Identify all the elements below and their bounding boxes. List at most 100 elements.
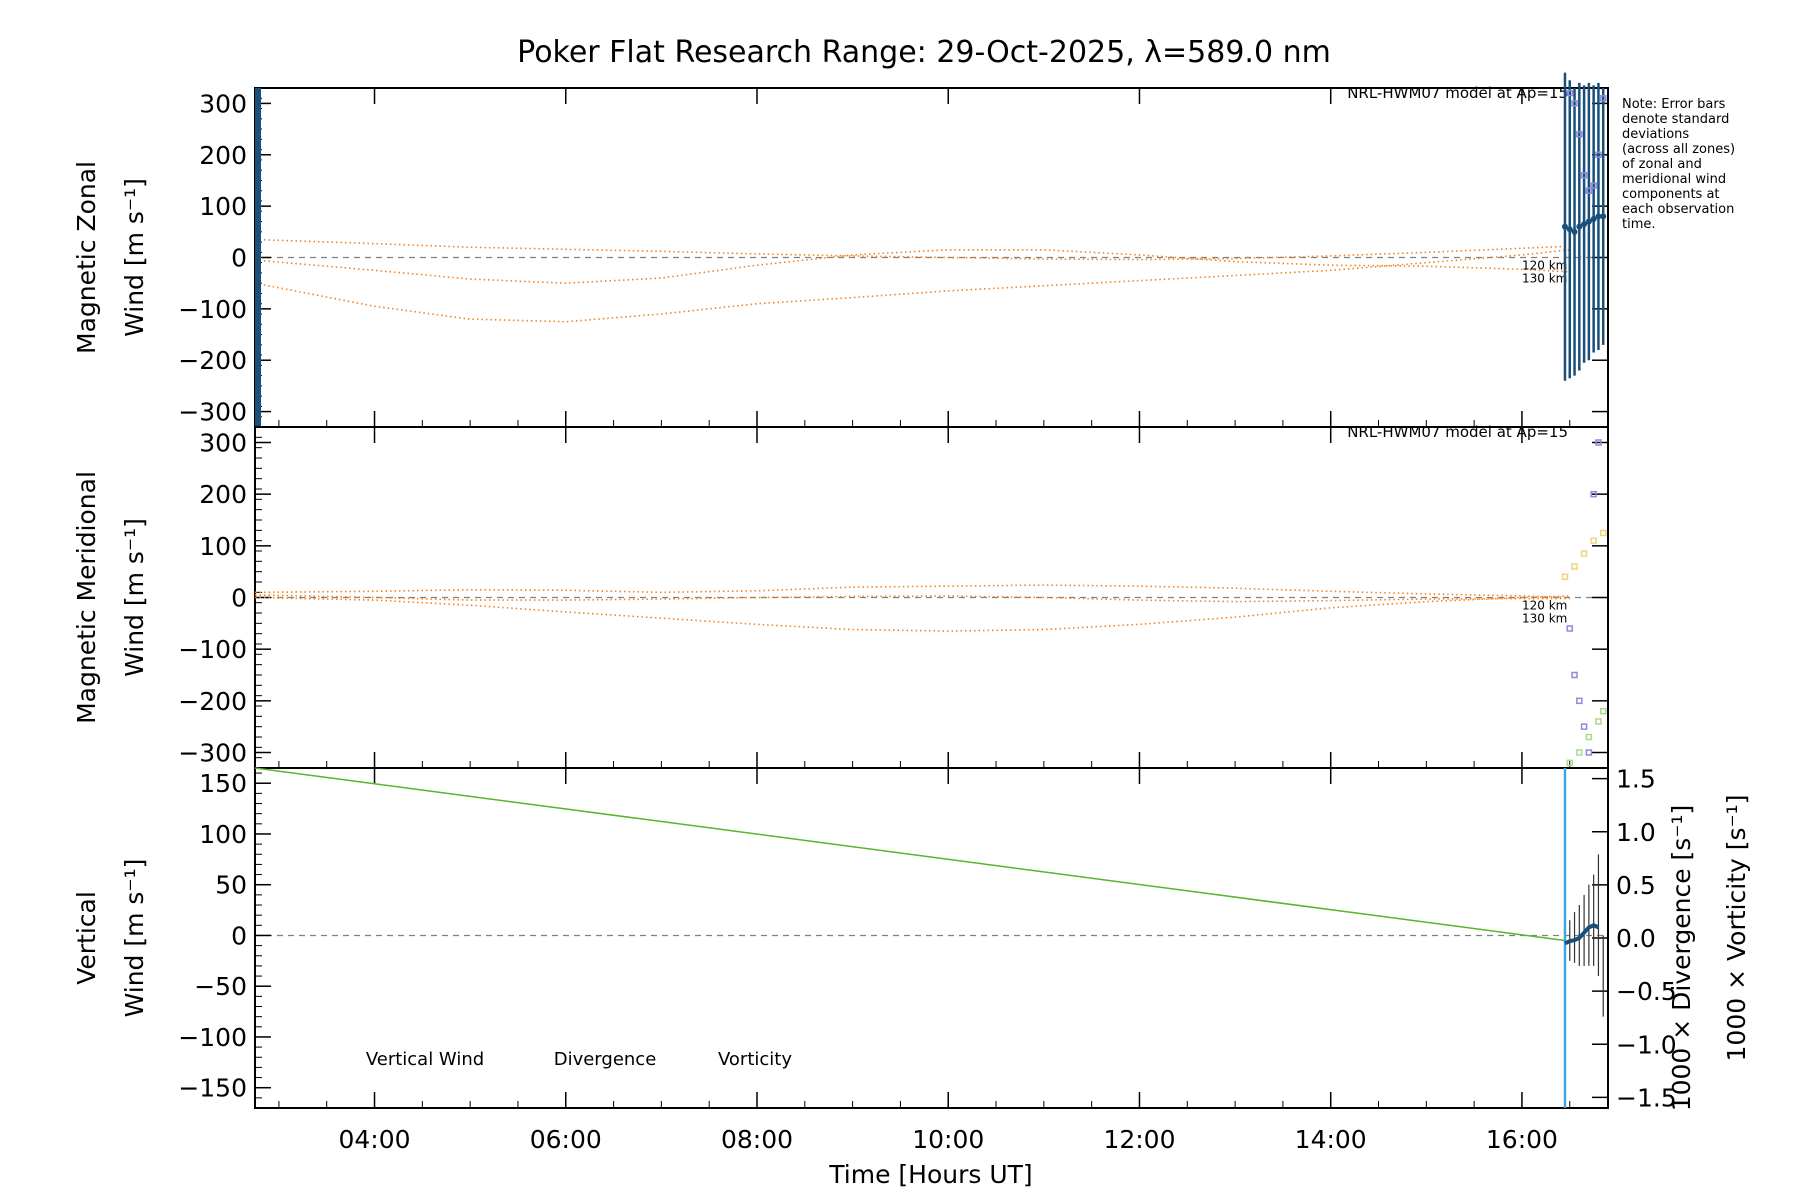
y2-tick-label: 0.0 xyxy=(1616,924,1656,953)
y-axis-label: Magnetic Meridional xyxy=(72,471,101,724)
note-line: Note: Error bars xyxy=(1622,97,1726,112)
y-tick-label: 50 xyxy=(215,871,247,900)
scatter-point xyxy=(1590,537,1597,544)
y-tick-label: 200 xyxy=(199,480,247,509)
x-tick-label: 04:00 xyxy=(338,1125,410,1154)
scatter-point xyxy=(1571,100,1578,107)
scatter-point xyxy=(1590,182,1597,189)
error-bar-note: Note: Error bars denote standard deviation… xyxy=(1622,97,1787,232)
x-tick-label: 10:00 xyxy=(912,1125,984,1154)
model-series-line xyxy=(254,595,1570,632)
y2-tick-label: 0.5 xyxy=(1616,871,1656,900)
x-tick-label: 06:00 xyxy=(530,1125,602,1154)
note-line: of zonal and xyxy=(1622,157,1702,172)
y-tick-label: 100 xyxy=(199,192,247,221)
altitude-label: 120 km xyxy=(1522,259,1567,273)
x-tick-label: 14:00 xyxy=(1295,1125,1367,1154)
y-tick-label: 100 xyxy=(199,820,247,849)
y-tick-label: 100 xyxy=(199,532,247,561)
note-line: denote standard xyxy=(1622,112,1730,127)
scatter-point xyxy=(1595,439,1602,446)
y-tick-label: −150 xyxy=(178,1074,247,1103)
altitude-label: 130 km xyxy=(1522,272,1567,286)
model-label: NRL-HWM07 model at Ap=15 xyxy=(1347,423,1568,441)
scatter-point xyxy=(1585,749,1593,756)
y-tick-label: −200 xyxy=(178,346,247,375)
y-axis-label: Wind [m s⁻¹] xyxy=(120,178,149,337)
y-tick-label: 150 xyxy=(199,769,247,798)
y-tick-label: 0 xyxy=(231,244,247,273)
scatter-point xyxy=(1580,172,1588,179)
altitude-label: 120 km xyxy=(1522,599,1567,613)
scatter-point xyxy=(1595,151,1602,159)
model-series-line xyxy=(254,238,1570,261)
observed-point xyxy=(1576,223,1583,230)
model-series-line xyxy=(254,248,1570,323)
note-line: (across all zones) xyxy=(1622,142,1736,157)
x-tick-label: 08:00 xyxy=(721,1125,793,1154)
note-line: meridional wind xyxy=(1622,172,1727,187)
y2-tick-label: −0.5 xyxy=(1616,977,1677,1006)
y-tick-label: −100 xyxy=(178,635,247,664)
model-series-line xyxy=(254,594,1570,603)
observed-point xyxy=(1566,226,1573,233)
y-tick-label: −50 xyxy=(194,972,247,1001)
observed-point xyxy=(1581,221,1588,228)
scatter-point xyxy=(1571,671,1578,679)
x-tick-label: 12:00 xyxy=(1103,1125,1175,1154)
observed-point xyxy=(1585,218,1592,225)
scatter-point xyxy=(1585,187,1593,194)
scatter-point xyxy=(1576,749,1583,756)
note-line: components at xyxy=(1622,187,1720,202)
legend-entry: Divergence xyxy=(554,1049,657,1070)
observed-point xyxy=(1571,228,1578,235)
observed-point xyxy=(1590,215,1597,222)
y-axis-label: Magnetic Zonal xyxy=(72,161,101,354)
chart-title: Poker Flat Research Range: 29-Oct-2025, … xyxy=(517,35,1331,70)
y-tick-label: 200 xyxy=(199,141,247,170)
scatter-point xyxy=(1599,529,1607,537)
scatter-point xyxy=(1576,130,1583,138)
y-tick-label: 0 xyxy=(231,584,247,613)
note-line: deviations xyxy=(1622,127,1690,142)
observed-point xyxy=(1595,213,1602,220)
scatter-point xyxy=(1576,697,1583,705)
altitude-label: 130 km xyxy=(1522,612,1567,626)
legend-entry: Vorticity xyxy=(718,1049,792,1070)
plot-panels: −300 −200 −100 0 100 200 300 Magnetic Zonal Wind… xyxy=(72,72,1751,1189)
y-axis-label: Wind [m s⁻¹] xyxy=(120,859,149,1018)
y-tick-label: −300 xyxy=(178,398,247,427)
scatter-point xyxy=(1580,723,1588,730)
divergence-series xyxy=(1564,923,1600,946)
scatter-point xyxy=(1580,550,1588,557)
x-tick-label: 16:00 xyxy=(1486,1125,1558,1154)
y2-tick-label: 1.5 xyxy=(1616,765,1656,794)
y-tick-label: −300 xyxy=(178,739,247,768)
y-tick-label: −100 xyxy=(178,295,247,324)
model-series-line xyxy=(254,248,1570,284)
note-line: each observation xyxy=(1622,202,1735,217)
scatter-point xyxy=(1566,625,1574,632)
scatter-point xyxy=(1599,707,1607,715)
y-axis-label: Wind [m s⁻¹] xyxy=(120,518,149,677)
y-tick-label: −100 xyxy=(178,1023,247,1052)
scatter-point xyxy=(1595,718,1602,725)
scatter-point xyxy=(1566,759,1574,767)
scatter-point xyxy=(1561,573,1569,581)
x-axis-label: Time [Hours UT] xyxy=(828,1160,1032,1189)
model-label: NRL-HWM07 model at Ap=15 xyxy=(1347,84,1568,102)
y2-axis-label-divergence: 1000 × Divergence [s⁻¹] xyxy=(1667,805,1696,1112)
y-tick-label: 300 xyxy=(199,89,247,118)
scatter-point xyxy=(1566,89,1574,97)
left-edge-bars xyxy=(255,88,261,427)
note-line: time. xyxy=(1622,217,1656,232)
y2-tick-label: 1.0 xyxy=(1616,818,1656,847)
vertical-wind-line xyxy=(254,767,1566,942)
y-tick-label: 300 xyxy=(199,429,247,458)
observed-point xyxy=(1600,213,1607,220)
scatter-point xyxy=(1590,490,1597,498)
y2-tick-label: −1.0 xyxy=(1616,1030,1677,1059)
observed-point xyxy=(1561,223,1568,230)
legend-entry: Vertical Wind xyxy=(366,1049,484,1070)
